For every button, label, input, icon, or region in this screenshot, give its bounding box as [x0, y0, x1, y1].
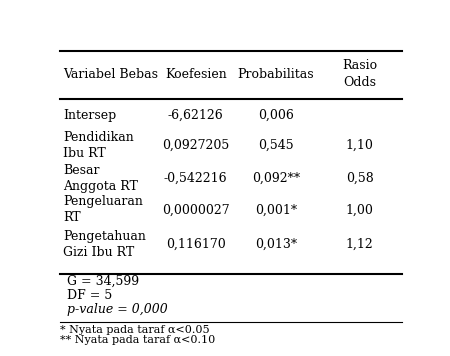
Text: 1,10: 1,10: [346, 139, 374, 152]
Text: Pendidikan
Ibu RT: Pendidikan Ibu RT: [63, 131, 134, 160]
Text: Pengetahuan
Gizi Ibu RT: Pengetahuan Gizi Ibu RT: [63, 230, 146, 259]
Text: -6,62126: -6,62126: [168, 109, 224, 122]
Text: 0,116170: 0,116170: [166, 238, 225, 251]
Text: ** Nyata pada taraf α<0.10: ** Nyata pada taraf α<0.10: [60, 335, 215, 345]
Text: Variabel Bebas: Variabel Bebas: [63, 68, 158, 81]
Text: Koefesien: Koefesien: [165, 68, 227, 81]
Text: 0,0000027: 0,0000027: [162, 203, 230, 216]
Text: 1,00: 1,00: [346, 203, 374, 216]
Text: * Nyata pada taraf α<0.05: * Nyata pada taraf α<0.05: [60, 325, 209, 335]
Text: Rasio
Odds: Rasio Odds: [342, 59, 377, 89]
Text: 0,006: 0,006: [258, 109, 294, 122]
Text: DF = 5: DF = 5: [67, 289, 112, 302]
Text: 0,58: 0,58: [346, 172, 374, 185]
Text: Besar
Anggota RT: Besar Anggota RT: [63, 164, 138, 193]
Text: -0,542216: -0,542216: [164, 172, 228, 185]
Text: 0,092**: 0,092**: [252, 172, 300, 185]
Text: 0,013*: 0,013*: [255, 238, 297, 251]
Text: p-value = 0,000: p-value = 0,000: [67, 303, 167, 316]
Text: 0,001*: 0,001*: [255, 203, 297, 216]
Text: Probabilitas: Probabilitas: [238, 68, 314, 81]
Text: G = 34,599: G = 34,599: [67, 275, 139, 288]
Text: Intersep: Intersep: [63, 109, 117, 122]
Text: 0,545: 0,545: [258, 139, 294, 152]
Text: 1,12: 1,12: [346, 238, 374, 251]
Text: 0,0927205: 0,0927205: [162, 139, 230, 152]
Text: Pengeluaran
RT: Pengeluaran RT: [63, 195, 143, 224]
